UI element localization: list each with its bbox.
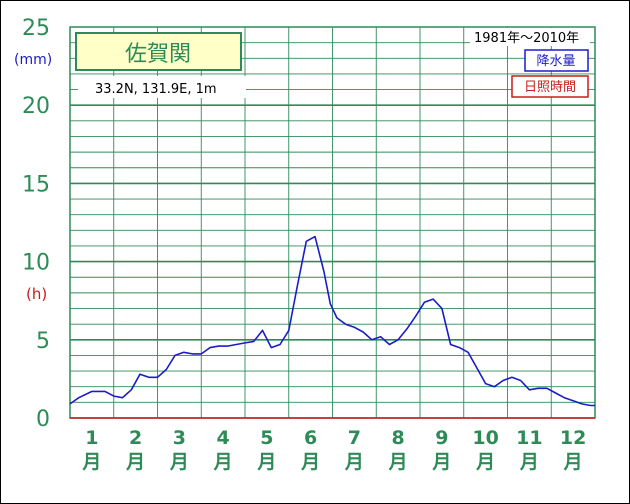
x-tick-suffix: 月 (475, 451, 495, 473)
x-tick-suffix: 月 (300, 451, 320, 473)
x-tick-label: 6 (304, 427, 317, 449)
x-tick-suffix: 月 (388, 451, 408, 473)
x-tick-label: 12 (560, 427, 586, 449)
legend-precip-label: 降水量 (536, 54, 575, 69)
x-tick-suffix: 月 (563, 451, 583, 473)
unit-label-h: (h) (26, 285, 47, 303)
x-tick-label: 1 (85, 427, 98, 449)
x-tick-label: 4 (217, 427, 230, 449)
y-tick-label: 10 (22, 251, 50, 276)
y-axis: 0 5 10 15 20 25 (22, 16, 50, 432)
legend-sunshine-label: 日照時間 (524, 80, 576, 95)
data-period: 1981年～2010年 (474, 31, 579, 46)
x-tick-suffix: 月 (125, 451, 145, 473)
x-tick-suffix: 月 (431, 451, 451, 473)
x-tick-label: 5 (260, 427, 273, 449)
unit-label-mm: (mm) (14, 52, 52, 68)
y-tick-label: 25 (22, 16, 50, 41)
period-background (470, 28, 590, 46)
x-tick-suffix: 月 (81, 451, 101, 473)
series-layer (69, 235, 595, 419)
station-coordinates: 33.2N, 131.9E, 1m (95, 82, 217, 97)
x-tick-suffix: 月 (519, 451, 539, 473)
station-title: 佐賀関 (125, 42, 191, 67)
y-tick-label: 20 (22, 94, 50, 119)
x-tick-suffix: 月 (213, 451, 233, 473)
y-tick-label: 0 (36, 407, 50, 432)
y-tick-label: 15 (22, 172, 50, 197)
x-tick-suffix: 月 (169, 451, 189, 473)
x-tick-label: 2 (129, 427, 142, 449)
x-tick-label: 3 (173, 427, 186, 449)
station-title-box (75, 32, 242, 71)
x-tick-suffix: 月 (256, 451, 276, 473)
x-tick-label: 7 (348, 427, 361, 449)
x-tick-suffix: 月 (344, 451, 364, 473)
legend-precip-box (524, 49, 589, 72)
series-line-1 (69, 235, 595, 407)
x-tick-label: 9 (435, 427, 448, 449)
x-tick-label: 11 (516, 427, 542, 449)
legend-sunshine-box (511, 75, 589, 98)
y-tick-label: 5 (36, 329, 50, 354)
x-tick-label: 8 (392, 427, 405, 449)
x-tick-label: 10 (472, 427, 498, 449)
coords-background (78, 76, 246, 98)
